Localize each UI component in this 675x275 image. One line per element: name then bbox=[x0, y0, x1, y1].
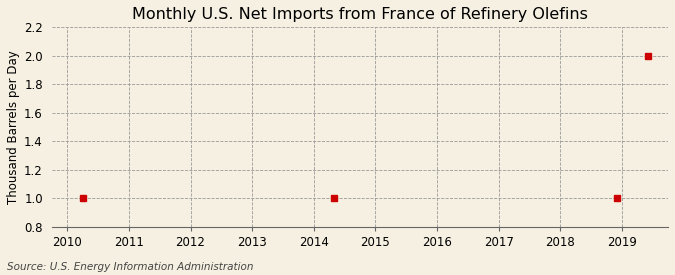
Y-axis label: Thousand Barrels per Day: Thousand Barrels per Day bbox=[7, 50, 20, 204]
Title: Monthly U.S. Net Imports from France of Refinery Olefins: Monthly U.S. Net Imports from France of … bbox=[132, 7, 588, 22]
Text: Source: U.S. Energy Information Administration: Source: U.S. Energy Information Administ… bbox=[7, 262, 253, 272]
